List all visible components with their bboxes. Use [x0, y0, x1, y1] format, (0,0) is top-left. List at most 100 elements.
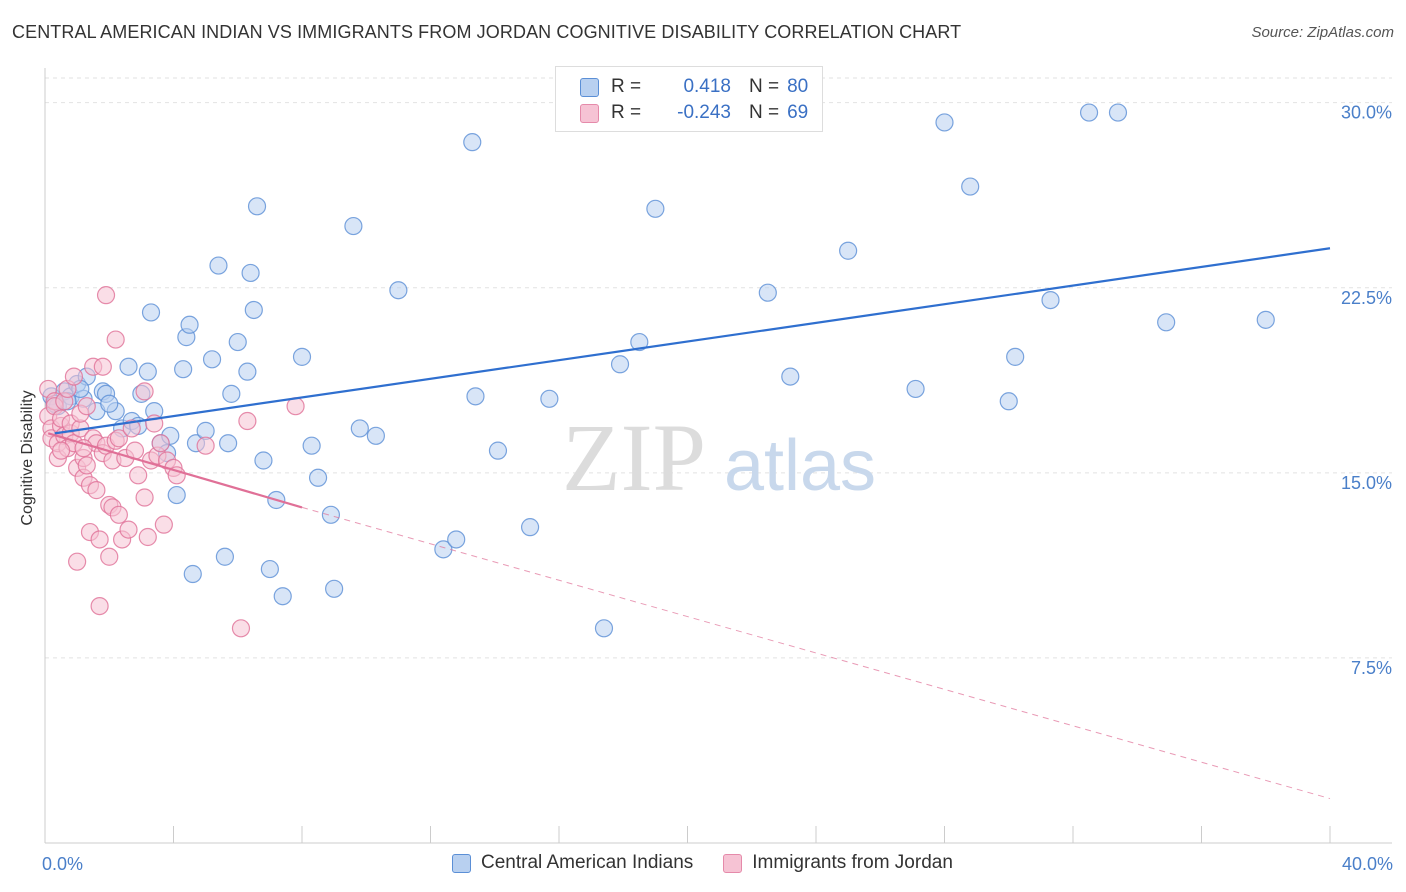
data-point [540, 389, 559, 408]
data-point [520, 518, 540, 537]
data-point [228, 332, 247, 352]
data-point [154, 515, 173, 534]
data-point [202, 350, 222, 369]
x-tick-labels: 0.0% 40.0% [42, 854, 1393, 874]
data-point [260, 559, 279, 579]
data-point [231, 619, 251, 638]
data-point [350, 419, 369, 438]
data-point [466, 387, 485, 406]
data-point [119, 357, 138, 376]
data-point [646, 199, 665, 218]
data-point [906, 379, 925, 399]
data-point [594, 619, 614, 638]
series-legend: Central American Indians Immigrants from… [452, 852, 983, 874]
legend-item-central-american-indians: Central American Indians [452, 852, 693, 874]
data-point [1006, 347, 1025, 366]
data-point [109, 429, 128, 448]
legend-swatch-blue [452, 853, 471, 873]
legend-item-immigrants-from-jordan: Immigrants from Jordan [723, 852, 953, 874]
watermark: ZIP atlas [562, 404, 876, 511]
data-point [96, 286, 116, 305]
data-point [999, 392, 1018, 411]
data-point [781, 367, 800, 386]
data-point [935, 113, 954, 132]
trend-line [47, 432, 303, 509]
data-point [1108, 103, 1128, 122]
data-point [119, 520, 138, 539]
legend-r-label: R = [611, 102, 642, 123]
watermark-atlas: atlas [724, 426, 876, 506]
data-point [151, 434, 170, 453]
data-point [247, 197, 267, 216]
data-point [215, 547, 234, 566]
data-point [68, 552, 87, 571]
data-point [138, 527, 157, 547]
data-point [961, 177, 980, 196]
data-point [238, 411, 257, 431]
legend-n-label: N = [749, 102, 780, 123]
data-point [141, 303, 161, 322]
data-point [90, 530, 109, 549]
legend-swatch-pink [723, 853, 743, 873]
chart-title: CENTRAL AMERICAN INDIAN VS IMMIGRANTS FR… [12, 22, 962, 42]
legend-swatch-pink [580, 103, 599, 123]
legend-r-value: -0.243 [677, 102, 731, 123]
data-point [122, 419, 141, 438]
data-point [196, 436, 215, 455]
legend-n-label: N = [749, 76, 780, 97]
axes [44, 68, 1392, 844]
data-point [447, 530, 466, 549]
data-point [321, 505, 341, 524]
data-point [1157, 313, 1176, 332]
data-point [273, 587, 292, 606]
data-point [254, 451, 273, 470]
data-point [77, 456, 96, 475]
legend-swatch-blue [580, 77, 599, 97]
y-tick-label: 30.0% [1341, 103, 1392, 123]
trend-line [54, 247, 1331, 435]
legend-n-value: 69 [787, 102, 809, 123]
data-point [90, 596, 109, 616]
data-point [238, 362, 257, 381]
data-point [241, 263, 260, 283]
data-point [87, 481, 106, 500]
trend-lines [47, 247, 1331, 800]
data-point [244, 300, 263, 320]
source-label: Source: ZipAtlas.com [1251, 24, 1394, 41]
y-tick-label: 22.5% [1341, 288, 1392, 308]
data-point [1256, 310, 1275, 329]
legend-row-pink: R = -0.243 N = 69 [580, 100, 808, 126]
y-tick-label: 15.0% [1341, 473, 1392, 493]
data-point [1079, 103, 1099, 122]
x-tick-label: 0.0% [42, 854, 83, 874]
data-point [64, 367, 84, 386]
data-point [1041, 290, 1060, 310]
data-point [51, 441, 71, 460]
data-point [100, 394, 119, 413]
data-point [77, 397, 96, 416]
data-point [109, 505, 128, 524]
data-point [488, 441, 508, 460]
data-point [100, 547, 119, 566]
data-point [302, 436, 321, 455]
data-point [138, 362, 157, 381]
legend-r-value: 0.418 [683, 76, 731, 97]
legend-label: Central American Indians [481, 852, 694, 873]
x-tick-label: 40.0% [1342, 854, 1393, 874]
legend-label: Immigrants from Jordan [752, 852, 953, 873]
data-point [292, 347, 312, 366]
y-tick-label: 7.5% [1351, 658, 1392, 678]
data-point [167, 485, 186, 505]
data-point [839, 241, 858, 260]
legend-row-blue: R = 0.418 N = 80 [580, 74, 808, 100]
y-tick-labels: 7.5% 15.0% 22.5% 30.0% [1341, 103, 1392, 678]
series-central-american-indians [42, 103, 1275, 638]
data-point [180, 315, 199, 334]
series-immigrants-from-jordan [39, 286, 305, 638]
legend-r-label: R = [611, 76, 642, 97]
trend-line-extension [301, 506, 1331, 800]
data-point [183, 564, 202, 584]
data-point [209, 256, 228, 275]
data-point [135, 382, 154, 401]
